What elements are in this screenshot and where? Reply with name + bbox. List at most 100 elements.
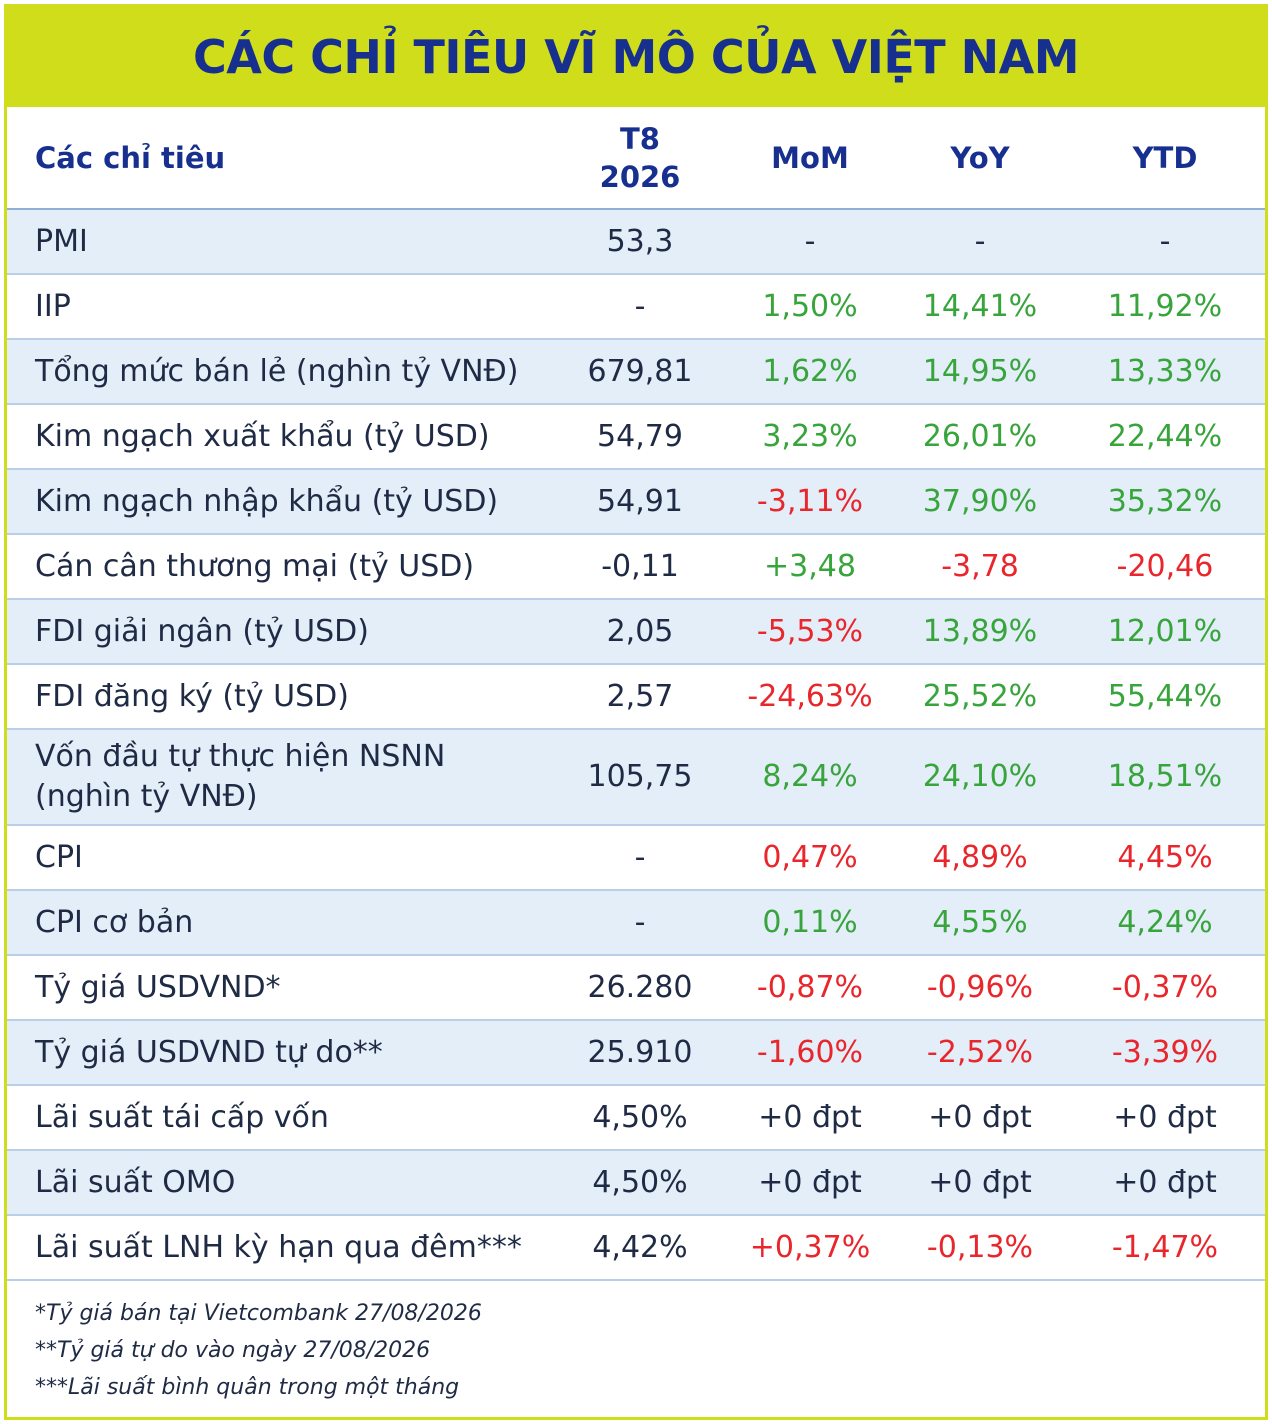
row-yoy: +0 đpt — [928, 1164, 1032, 1200]
row-mom: 8,24% — [762, 759, 858, 794]
row-value: 54,79 — [597, 418, 683, 454]
indicators-table: Các chỉ tiêu T8 2026 MoM YoY YTD PMI 53,3 -… — [7, 107, 1265, 1281]
row-value: 25.910 — [587, 1034, 693, 1070]
header-ytd: YTD — [1065, 107, 1265, 210]
row-ytd: 11,92% — [1107, 288, 1223, 324]
row-yoy: -2,52% — [926, 1034, 1034, 1070]
row-ytd: -3,39% — [1111, 1034, 1219, 1070]
row-label: Vốn đầu tự thực hiện NSNN (nghìn tỷ VNĐ) — [35, 739, 446, 814]
table-row: Kim ngạch nhập khẩu (tỷ USD) 54,91 -3,11% 3… — [7, 469, 1265, 534]
row-yoy: -3,78 — [941, 548, 1019, 584]
table-row: Lãi suất LNH kỳ hạn qua đêm*** 4,42% +0,37… — [7, 1215, 1265, 1280]
row-mom: -24,63% — [747, 678, 873, 714]
row-value: 53,3 — [606, 223, 674, 259]
row-label: CPI — [35, 839, 83, 875]
row-yoy: 37,90% — [922, 483, 1038, 519]
row-mom: 0,47% — [762, 839, 858, 875]
row-value: 2,57 — [606, 678, 674, 714]
row-label: Kim ngạch xuất khẩu (tỷ USD) — [35, 418, 490, 454]
row-mom: 0,11% — [762, 904, 858, 940]
row-label: Kim ngạch nhập khẩu (tỷ USD) — [35, 483, 499, 519]
row-yoy: 4,89% — [932, 839, 1028, 875]
row-value: - — [634, 839, 646, 875]
row-label: Tổng mức bán lẻ (nghìn tỷ VNĐ) — [35, 353, 519, 389]
table-row: Tổng mức bán lẻ (nghìn tỷ VNĐ) 679,81 1,62… — [7, 339, 1265, 404]
row-yoy: 25,52% — [922, 678, 1038, 714]
row-mom: 1,50% — [762, 288, 858, 324]
table-row: Kim ngạch xuất khẩu (tỷ USD) 54,79 3,23% 26… — [7, 404, 1265, 469]
table-row: CPI - 0,47% 4,89% 4,45% — [7, 825, 1265, 890]
row-mom: -1,60% — [756, 1034, 864, 1070]
row-label: IIP — [35, 288, 71, 324]
row-value: 679,81 — [587, 353, 693, 389]
row-ytd: 12,01% — [1107, 613, 1223, 649]
footnote-2: **Tỷ giá tự do vào ngày 27/08/2026 — [35, 1338, 431, 1363]
row-yoy: 14,41% — [922, 288, 1038, 324]
row-mom: -0,87% — [756, 969, 864, 1005]
table-row: Tỷ giá USDVND* 26.280 -0,87% -0,96% -0,37% — [7, 955, 1265, 1020]
table-row: Lãi suất tái cấp vốn 4,50% +0 đpt +0 đpt +0 … — [7, 1085, 1265, 1150]
table-body: PMI 53,3 - - - IIP - 1,50% 14,41% 11,92% Tổng mức … — [7, 209, 1265, 1280]
row-yoy: 24,10% — [922, 759, 1038, 794]
row-mom: +0 đpt — [758, 1164, 862, 1200]
header-mom: MoM — [725, 107, 895, 210]
row-ytd: - — [1159, 223, 1171, 259]
row-label: Lãi suất tái cấp vốn — [35, 1099, 329, 1135]
header-period: T8 2026 — [555, 107, 725, 210]
row-value: 105,75 — [587, 759, 693, 794]
row-label: Cán cân thương mại (tỷ USD) — [35, 548, 475, 584]
table-row: Vốn đầu tự thực hiện NSNN (nghìn tỷ VNĐ) 1… — [7, 729, 1265, 825]
row-mom: 3,23% — [762, 418, 858, 454]
row-mom: - — [804, 223, 816, 259]
row-mom: 1,62% — [762, 353, 858, 389]
footnote-1: *Tỷ giá bán tại Vietcombank 27/08/2026 — [35, 1301, 482, 1326]
row-ytd: 55,44% — [1107, 678, 1223, 714]
row-value: 2,05 — [606, 613, 674, 649]
row-label: Lãi suất OMO — [35, 1164, 236, 1200]
row-yoy: 14,95% — [922, 353, 1038, 389]
table-row: FDI giải ngân (tỷ USD) 2,05 -5,53% 13,89% 12… — [7, 599, 1265, 664]
row-yoy: - — [974, 223, 986, 259]
row-label: Tỷ giá USDVND tự do** — [35, 1034, 383, 1070]
page-title: CÁC CHỈ TIÊU VĨ MÔ CỦA VIỆT NAM — [192, 30, 1080, 84]
table-row: FDI đăng ký (tỷ USD) 2,57 -24,63% 25,52% 55,… — [7, 664, 1265, 729]
row-mom: +3,48 — [764, 548, 856, 584]
row-ytd: 13,33% — [1107, 353, 1223, 389]
macro-indicators-card: CÁC CHỈ TIÊU VĨ MÔ CỦA VIỆT NAM Các chỉ … — [4, 4, 1268, 1420]
row-ytd: 18,51% — [1107, 759, 1223, 794]
row-mom: +0,37% — [749, 1229, 871, 1265]
row-value: - — [634, 288, 646, 324]
row-yoy: 26,01% — [922, 418, 1038, 454]
table-row: CPI cơ bản - 0,11% 4,55% 4,24% — [7, 890, 1265, 955]
row-ytd: 35,32% — [1107, 483, 1223, 519]
row-yoy: -0,13% — [926, 1229, 1034, 1265]
row-label: FDI đăng ký (tỷ USD) — [35, 678, 349, 714]
row-yoy: 4,55% — [932, 904, 1028, 940]
row-ytd: -1,47% — [1111, 1229, 1219, 1265]
row-value: 4,50% — [592, 1099, 688, 1135]
row-ytd: 4,45% — [1117, 839, 1213, 875]
row-label: Tỷ giá USDVND* — [35, 969, 281, 1005]
row-value: 26.280 — [587, 969, 693, 1005]
table-row: Lãi suất OMO 4,50% +0 đpt +0 đpt +0 đpt — [7, 1150, 1265, 1215]
header-indicator: Các chỉ tiêu — [7, 107, 555, 210]
row-ytd: -20,46 — [1116, 548, 1214, 584]
row-yoy: -0,96% — [926, 969, 1034, 1005]
footnotes: *Tỷ giá bán tại Vietcombank 27/08/2026 *… — [7, 1281, 1265, 1406]
row-yoy: +0 đpt — [928, 1099, 1032, 1135]
row-ytd: -0,37% — [1111, 969, 1219, 1005]
row-label: CPI cơ bản — [35, 904, 194, 940]
table-row: Cán cân thương mại (tỷ USD) -0,11 +3,48 -3,… — [7, 534, 1265, 599]
footnote-3: ***Lãi suất bình quân trong một tháng — [35, 1375, 460, 1400]
header-yoy: YoY — [895, 107, 1065, 210]
row-yoy: 13,89% — [922, 613, 1038, 649]
row-value: 54,91 — [597, 483, 683, 519]
row-mom: -3,11% — [756, 483, 864, 519]
table-row: PMI 53,3 - - - — [7, 209, 1265, 274]
row-value: -0,11 — [601, 548, 679, 584]
title-banner: CÁC CHỈ TIÊU VĨ MÔ CỦA VIỆT NAM — [7, 7, 1265, 107]
table-header-row: Các chỉ tiêu T8 2026 MoM YoY YTD — [7, 107, 1265, 210]
row-mom: +0 đpt — [758, 1099, 862, 1135]
row-mom: -5,53% — [756, 613, 864, 649]
row-label: FDI giải ngân (tỷ USD) — [35, 613, 369, 649]
